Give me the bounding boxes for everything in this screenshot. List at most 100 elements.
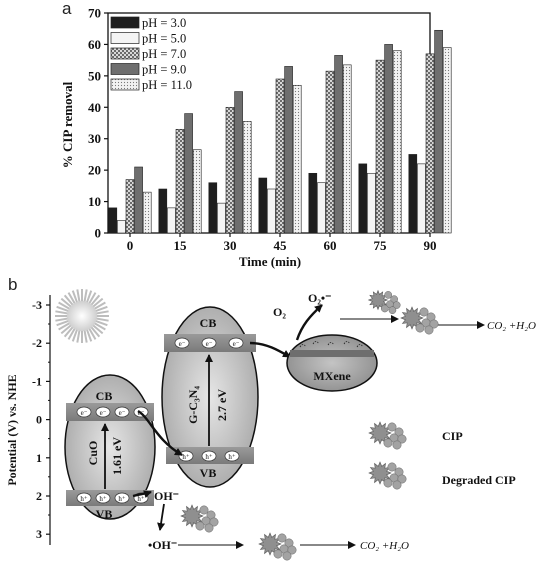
bar <box>408 154 418 234</box>
hole-label: h⁺ <box>205 453 213 461</box>
bar <box>134 166 143 234</box>
x-tick-label: 60 <box>324 238 337 253</box>
x-tick-label: 45 <box>274 238 288 253</box>
electron-label: e⁻ <box>100 409 107 417</box>
cip-molecule-icon <box>368 461 407 490</box>
bar <box>434 29 443 234</box>
x-tick-label: 75 <box>374 238 388 253</box>
legend-swatch <box>110 78 140 91</box>
hole <box>224 450 240 462</box>
potential-tick-label: 2 <box>36 489 42 503</box>
potential-tick-label: 1 <box>36 451 42 465</box>
electron-label: e⁻ <box>233 340 240 348</box>
x-tick-label: 30 <box>224 238 237 253</box>
cip-molecule-icon <box>368 421 407 450</box>
legend-swatch <box>110 47 140 60</box>
hole-label: h⁺ <box>99 495 107 503</box>
oh-minus-label: OH⁻ <box>154 489 179 503</box>
hole <box>201 450 217 462</box>
y-tick-label: 0 <box>95 226 102 241</box>
y-tick-label: 60 <box>88 37 101 52</box>
cip-molecule-icon <box>367 289 401 315</box>
cip-molecule-icon <box>400 306 439 335</box>
bar <box>225 106 235 234</box>
x-axis-label: Time (min) <box>239 254 301 269</box>
gcn-bandgap: 2.7 eV <box>215 389 229 421</box>
cip-molecules <box>180 289 439 561</box>
electron <box>76 406 92 418</box>
bar <box>258 177 268 234</box>
hole <box>95 492 111 504</box>
bar <box>184 113 193 234</box>
legend-label: pH = 9.0 <box>142 63 186 77</box>
cip-molecule-icon <box>180 504 219 533</box>
electron-label: e⁻ <box>179 340 186 348</box>
bar <box>158 188 168 234</box>
y-axis-label: % CIP removal <box>60 81 75 168</box>
potential-tick-label: 0 <box>36 413 42 427</box>
electron <box>201 337 217 349</box>
hole-label: h⁺ <box>182 453 190 461</box>
legend-label: pH = 7.0 <box>142 47 186 61</box>
gcn-cb-label: CB <box>200 316 217 330</box>
products-top: CO₂ +H₂O <box>487 320 536 332</box>
bar <box>125 179 135 234</box>
potential-tick-label: 3 <box>36 527 42 541</box>
legend-label: pH = 5.0 <box>142 32 186 46</box>
products-bottom: CO₂ +H₂O <box>360 540 409 552</box>
bar <box>142 191 152 234</box>
hole <box>114 492 130 504</box>
bar <box>334 55 343 234</box>
panel-b-label: b <box>8 275 17 294</box>
bar <box>342 64 352 234</box>
top-reaction <box>340 315 485 329</box>
bar <box>242 121 252 234</box>
x-tick-label: 15 <box>174 238 188 253</box>
gcn-name: G-C₃N₄ <box>186 386 200 424</box>
hole-label: h⁺ <box>118 495 126 503</box>
y-tick-label: 50 <box>88 68 101 83</box>
bar <box>234 91 243 234</box>
legend: pH = 3.0 pH = 5.0pH = 7.0 pH = 9.0pH = 11.… <box>110 16 192 92</box>
electron <box>95 406 111 418</box>
gcn-vb-label: VB <box>200 466 217 480</box>
potential-tick-label: -3 <box>32 298 42 312</box>
bar <box>117 220 126 234</box>
bar <box>317 182 326 234</box>
electron-transfer-arrows <box>137 304 323 457</box>
potential-axis: -3 -2 -1 0 1 2 3 <box>32 295 51 545</box>
y-tick-label: 10 <box>88 194 101 209</box>
bar <box>192 149 202 234</box>
bar <box>308 172 318 234</box>
bar <box>392 50 402 234</box>
bar <box>442 47 452 234</box>
y-tick-label: 40 <box>88 100 101 115</box>
cuo-name: CuO <box>86 441 100 466</box>
oh-reaction <box>132 490 356 549</box>
hole <box>76 492 92 504</box>
hole-label: h⁺ <box>137 495 145 503</box>
bar <box>217 202 226 234</box>
electron <box>228 337 244 349</box>
cuo-vb-label: VB <box>96 507 113 521</box>
x-tick-label: 0 <box>127 238 134 253</box>
panel-a-label: a <box>62 0 72 18</box>
potential-tick-label: -2 <box>32 336 42 350</box>
electron-label: e⁻ <box>119 409 126 417</box>
mxene-sheet <box>286 334 378 392</box>
bar <box>108 207 118 234</box>
electron <box>174 337 190 349</box>
cuo-bandgap: 1.61 eV <box>110 437 124 475</box>
bar <box>325 70 335 234</box>
sun-icon <box>55 289 109 343</box>
cuo-cb-label: CB <box>96 389 113 403</box>
y-tick-label: 30 <box>88 131 101 146</box>
o2-radical-label: O₂•⁻ <box>308 291 331 305</box>
bar <box>292 84 302 234</box>
mxene-label: MXene <box>313 369 351 383</box>
bar <box>208 182 218 234</box>
potential-tick-label: -1 <box>32 374 42 388</box>
oh-radical-label: •OH⁻ <box>148 538 177 552</box>
